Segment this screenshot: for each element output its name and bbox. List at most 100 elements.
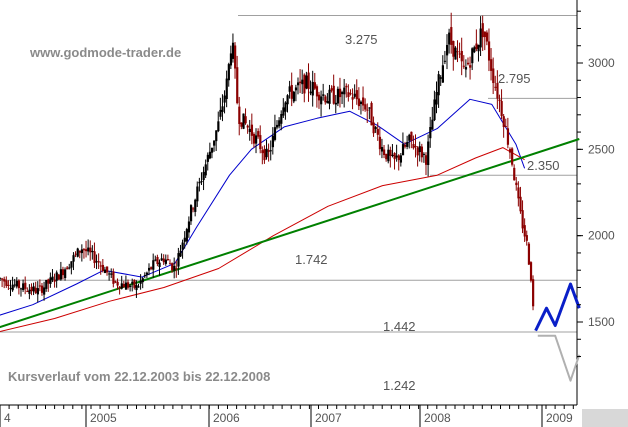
candle-body (338, 88, 342, 98)
candle-body (101, 264, 105, 272)
candle-body (51, 276, 54, 280)
candle-body (515, 182, 518, 186)
candle-body (383, 149, 386, 156)
candle-body (353, 93, 356, 97)
candle-body (448, 32, 451, 45)
candle-body (131, 281, 134, 284)
candle-body (252, 133, 256, 144)
candle-body (366, 109, 369, 111)
candle-body (494, 86, 497, 88)
candle-body (97, 261, 100, 263)
candle-body (404, 144, 407, 147)
level-label: 1.442 (383, 319, 416, 334)
candle-body (106, 266, 109, 273)
candle-body (135, 285, 138, 291)
caption-text: Kursverlauf vom 22.12.2003 bis 22.12.200… (8, 369, 270, 384)
candle-body (437, 74, 440, 96)
candle-body (13, 284, 16, 286)
candle-body (458, 53, 461, 55)
candle-body (150, 267, 153, 269)
candle-body (154, 259, 157, 261)
candle-body (416, 147, 419, 156)
candle-body (292, 91, 295, 102)
candle-body (162, 258, 165, 263)
candle-body (217, 121, 220, 132)
projection-blue-line (534, 282, 581, 332)
candle-body (70, 261, 73, 268)
candle-body (284, 102, 287, 112)
candle-body (196, 186, 199, 202)
candle-body (347, 92, 350, 97)
ma-long-line (0, 147, 525, 333)
candle-body (443, 60, 447, 62)
candle-body (315, 86, 319, 97)
candle-body (74, 253, 77, 255)
candle-body (30, 286, 33, 292)
watermark-text: www.godmode-trader.de (29, 45, 181, 60)
x-tick-label: 2006 (213, 411, 240, 425)
candle-body (261, 150, 264, 154)
candle-body (244, 116, 247, 124)
candle-body (355, 90, 358, 100)
candle-body (221, 106, 224, 112)
candle-body (122, 283, 126, 288)
level-label: 1.742 (295, 252, 328, 267)
candle-body (286, 95, 289, 105)
x-tick-label: 2009 (546, 411, 573, 425)
axes (0, 0, 578, 406)
candle-body (288, 86, 291, 92)
candle-body (504, 126, 507, 128)
candle-body (511, 148, 514, 165)
candle-body (91, 250, 94, 253)
candle-body (273, 127, 277, 140)
candle-body (234, 45, 237, 69)
candle-body (464, 67, 468, 70)
candle-body (1, 278, 4, 280)
candle-body (435, 91, 438, 105)
candle-body (324, 96, 327, 103)
candle-body (269, 150, 272, 152)
candle-body (429, 127, 432, 139)
candle-body (519, 196, 522, 212)
candle-body (517, 187, 520, 199)
candle-body (103, 269, 107, 273)
candle-body (418, 146, 421, 153)
candle-body (508, 149, 512, 153)
candle-body (204, 164, 207, 176)
candle-body (475, 43, 478, 49)
candle-body (328, 89, 331, 104)
candle-body (40, 285, 44, 293)
candle-body (22, 283, 25, 290)
y-tick-label: 2000 (588, 229, 615, 243)
candle-body (395, 155, 398, 158)
level-label: 3.275 (345, 32, 378, 47)
candle-body (500, 101, 503, 117)
x-tick-label: 2007 (315, 411, 342, 425)
candle-body (116, 281, 119, 286)
candle-body (61, 269, 65, 276)
trendline-line (0, 138, 580, 329)
candle-body (336, 88, 340, 104)
candle-body (431, 119, 434, 130)
candle-body (259, 135, 262, 150)
candle-body (215, 130, 218, 142)
y-tick-label: 1500 (588, 315, 615, 329)
candle-body (334, 102, 337, 105)
candle-body (454, 47, 457, 60)
candle-body (28, 289, 31, 294)
candle-body (208, 151, 212, 159)
candle-body (265, 148, 268, 158)
candle-body (267, 150, 270, 152)
candle-body (78, 250, 81, 253)
candle-body (276, 124, 279, 128)
candle-body (26, 291, 29, 293)
projection-grey-line (537, 334, 581, 382)
candle-body (55, 272, 58, 281)
support-resistance-levels: 3.275 2.795 2.350 1.742 1.442 1.242 (0, 15, 577, 393)
candle-body (93, 251, 96, 264)
candle-body (469, 65, 472, 68)
candle-body (11, 284, 14, 291)
candle-body (393, 152, 396, 160)
candle-body (198, 181, 201, 184)
candle-body (38, 285, 42, 287)
